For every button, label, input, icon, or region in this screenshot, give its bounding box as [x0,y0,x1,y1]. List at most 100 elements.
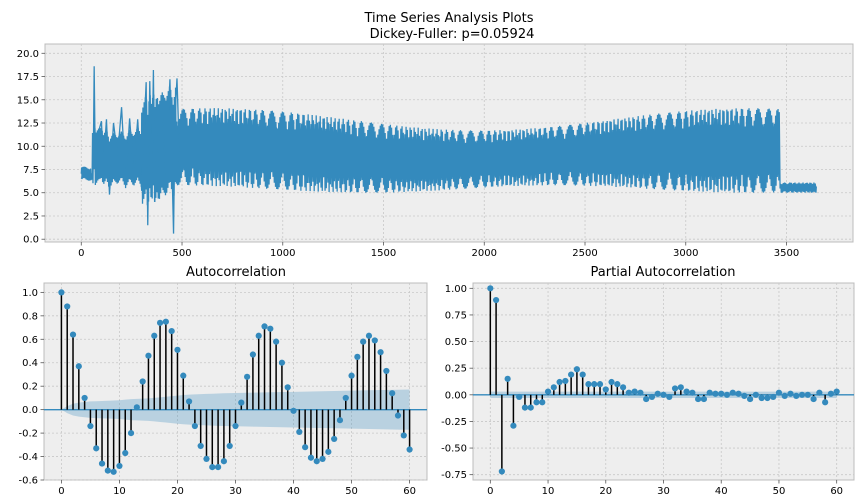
pacf-marker [487,285,494,292]
pacf-x-tick-label: 30 [657,486,670,497]
ts-x-tick-label: 3500 [774,248,799,259]
acf-marker [342,394,349,402]
acf-marker [209,464,216,471]
acf-marker [180,372,187,379]
acf-marker [81,394,88,402]
pacf-marker [746,395,754,403]
acf-marker [389,390,396,397]
pacf-axes: Partial Autocorrelation 0 10 20 30 40 50 60 -0.… [441,265,855,497]
pacf-marker [700,395,708,403]
acf-marker [400,432,407,439]
acf-marker [116,462,123,470]
ts-x-tick-label: 1000 [270,248,295,259]
pacf-marker [677,384,684,391]
acf-marker [348,372,355,379]
acf-marker [383,367,390,375]
pacf-marker [550,384,557,391]
time-series-spikes [80,66,183,234]
ts-x-tick-label: 2000 [472,248,497,259]
acf-y-tick-label: 0.4 [22,358,38,369]
acf-marker [226,442,233,450]
acf-marker [302,444,309,451]
pacf-title: Partial Autocorrelation [591,265,736,280]
pacf-x-tick-label: 10 [542,486,555,497]
ts-y-tick-label: 12.5 [17,119,39,130]
pacf-marker [510,422,517,429]
ts-x-tick-label: 1500 [371,248,396,259]
acf-stems [44,289,427,475]
pacf-marker [787,390,794,397]
acf-y-tick-label: -0.2 [18,429,38,440]
pacf-y-tick-label: -0.25 [441,417,467,428]
pacf-marker [770,393,777,401]
pacf-marker [671,385,679,392]
pacf-marker [591,381,598,388]
acf-marker [139,378,146,385]
pacf-marker [498,468,505,475]
acf-y-tick-label: 0.2 [22,382,38,393]
acf-marker [319,455,326,462]
acf-marker [249,351,257,358]
acf-marker [377,349,384,356]
pacf-x-tick-label: 60 [830,486,843,497]
time-series-line-group [80,66,817,234]
acf-marker [191,422,198,430]
acf-marker [278,359,286,366]
pacf-marker [579,371,586,378]
pacf-marker [793,392,800,399]
pacf-marker [608,378,615,386]
pacf-marker [562,377,569,385]
acf-marker [214,464,222,471]
acf-marker [174,346,181,353]
acf-axes: Autocorrelation 0 10 20 30 40 50 60 -0.6 -0.4 -0.… [18,265,428,497]
acf-marker [406,446,413,453]
pacf-marker [516,393,523,401]
acf-x-tick-label: 60 [403,486,416,497]
pacf-marker [614,381,621,388]
acf-marker [93,445,100,452]
pacf-marker [764,394,771,402]
ts-x-tick-label: 0 [78,248,84,259]
acf-marker [284,384,291,391]
acf-marker [145,352,152,359]
pacf-x-tick-label: 0 [487,486,493,497]
acf-marker [354,353,361,360]
time-series-line [80,86,817,206]
pacf-marker [631,388,638,395]
acf-marker [69,331,77,338]
pacf-marker [596,381,604,388]
figure-title-line1: Time Series Analysis Plots [363,11,533,26]
pacf-x-tick-label: 40 [715,486,728,497]
acf-marker [104,467,111,474]
acf-marker [156,319,164,326]
acf-marker [296,428,303,436]
pacf-marker [521,404,529,411]
acf-marker [290,407,297,414]
acf-marker [267,325,274,332]
pacf-marker [544,388,552,395]
acf-marker [255,332,262,339]
pacf-marker [752,391,759,398]
pacf-marker [539,399,546,406]
pacf-y-tick-label: 0.00 [445,390,467,401]
acf-marker [98,460,106,467]
pacf-marker [504,375,511,382]
ts-x-tick-label: 2500 [572,248,597,259]
acf-x-tick-label: 10 [113,486,126,497]
acf-marker [87,422,94,430]
pacf-marker [741,392,748,399]
ts-y-tick-label: 10.0 [17,142,39,153]
acf-marker [122,449,129,457]
ts-x-tick-label: 500 [172,248,191,259]
pacf-marker [573,366,581,373]
pacf-ticks: 0 10 20 30 40 50 60 -0.75 -0.50 -0.25 0.00 0.25 0.50… [441,284,843,497]
pacf-marker [643,395,650,403]
pacf-marker [637,389,644,396]
pacf-marker [568,371,575,378]
pacf-marker [666,393,673,401]
pacf-marker [758,394,765,402]
pacf-y-tick-label: 1.00 [445,284,467,295]
pacf-marker [810,395,817,403]
acf-marker [75,363,82,370]
